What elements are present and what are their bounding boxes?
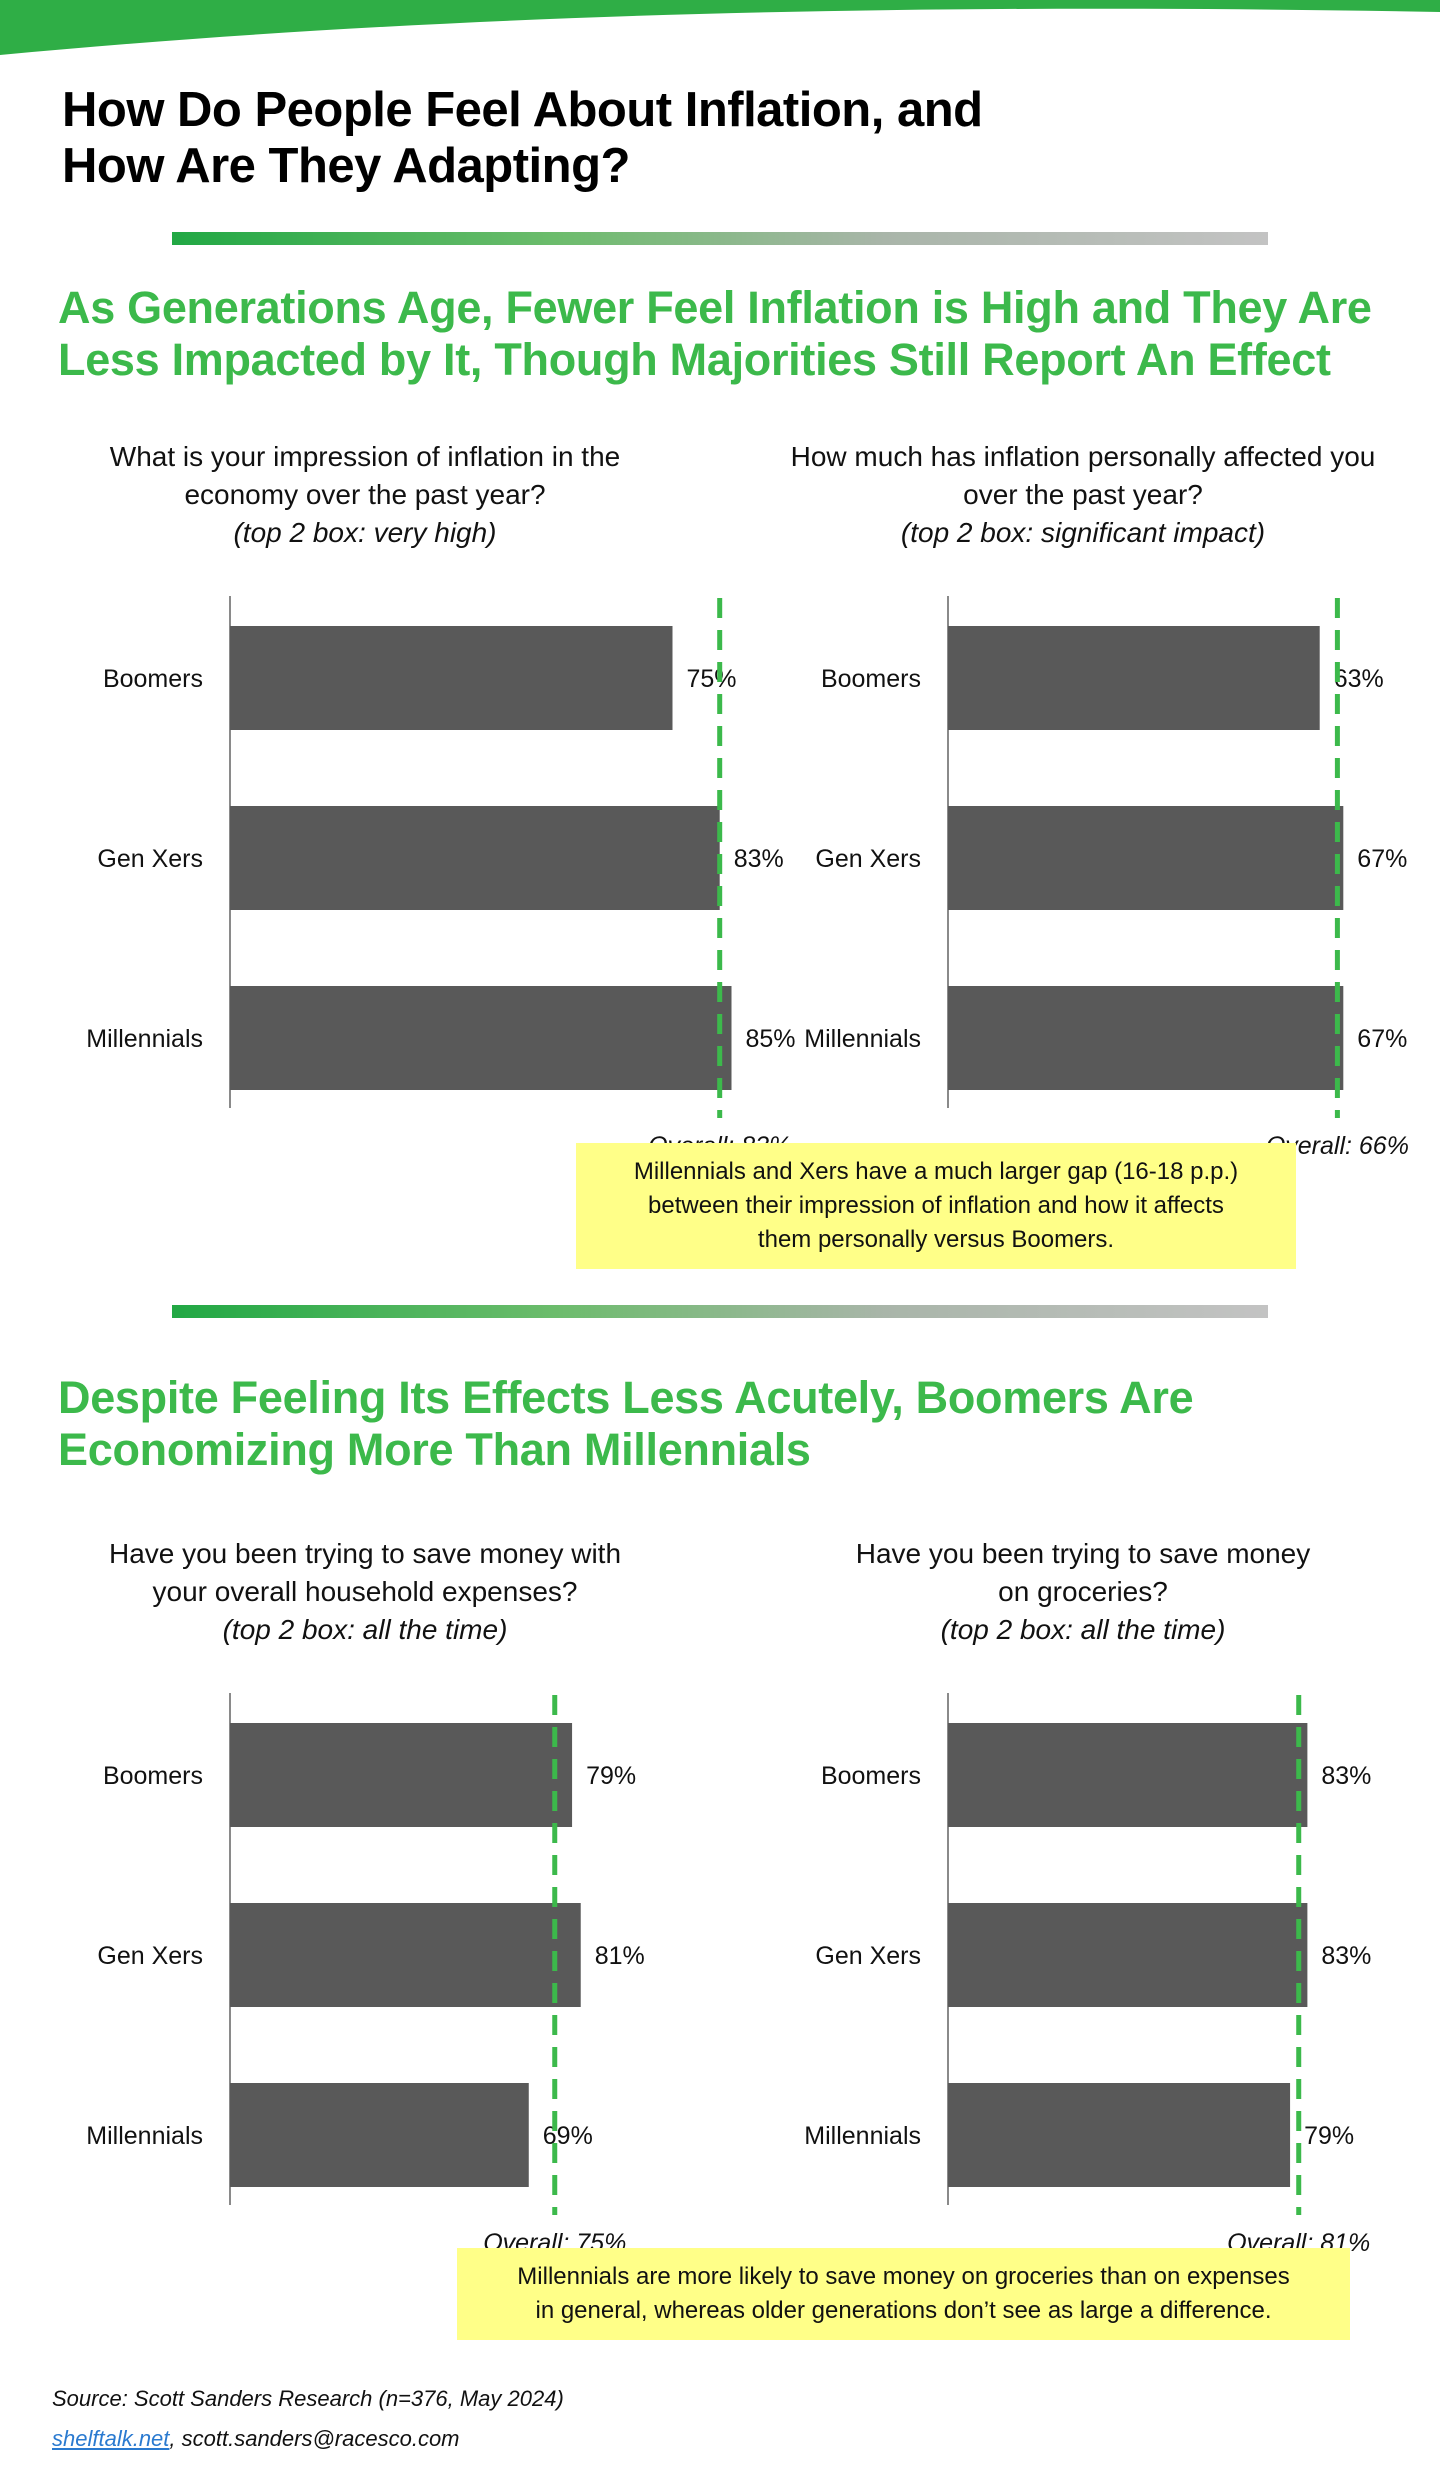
page-title-line-1: How Do People Feel About Inflation, and [62,83,983,137]
page-title-line-2: How Are They Adapting? [62,139,630,193]
callout-line-2: in general, whereas older generations do… [535,2297,1272,2324]
bar-gen-xers [948,806,1344,910]
bar-boomers [230,1723,573,1827]
section-2-title-line-1: Despite Feeling Its Effects Less Acutely… [58,1372,1194,1423]
category-label: Gen Xers [815,845,921,873]
contact-email: , scott.sanders@racesco.com [169,2426,460,2451]
value-label: 83% [734,845,784,873]
bar-millennials [230,986,732,1090]
value-label: 75% [687,665,737,693]
section-2-title-line-2: Economizing More Than Millennials [58,1424,811,1475]
value-label: 79% [586,1762,636,1790]
question-subtitle: (top 2 box: all the time) [940,1614,1226,1645]
value-label: 67% [1357,845,1407,873]
callout-line-3: them personally versus Boomers. [757,1226,1115,1253]
category-label: Millennials [804,1025,921,1053]
category-label: Boomers [821,665,921,693]
question-line-1: What is your impression of inflation in … [109,441,621,472]
chart-question: How much has inflation personally affect… [733,438,1433,552]
question-subtitle: (top 2 box: all the time) [222,1614,508,1645]
bar-millennials [230,2083,529,2187]
section-1-callout: Millennials and Xers have a much larger … [576,1143,1296,1269]
bar-gen-xers [948,1903,1308,2007]
section-1-title-line-1: As Generations Age, Fewer Feel Inflation… [58,282,1372,333]
chart-inflation-personal-impact: Boomers 63% Gen Xers 67% Millennials 67% Overa… [733,438,1433,1160]
value-label: 85% [746,1025,796,1053]
value-label: 67% [1357,1025,1407,1053]
bar-boomers [948,626,1320,730]
value-label: 83% [1321,1762,1371,1790]
bar-gen-xers [230,806,720,910]
chart-question: What is your impression of inflation in … [15,438,715,552]
page-title: How Do People Feel About Inflation, and … [62,82,1162,194]
section-divider-1 [172,232,1268,245]
bar-millennials [948,986,1344,1090]
section-1-title-line-2: Less Impacted by It, Though Majorities S… [58,334,1331,385]
value-label: 69% [543,2122,593,2150]
question-line-1: How much has inflation personally affect… [790,441,1376,472]
category-label: Gen Xers [97,845,203,873]
section-2-title: Despite Feeling Its Effects Less Acutely… [58,1372,1398,1476]
callout-line-2: between their impression of inflation an… [648,1192,1224,1219]
category-label: Millennials [86,2122,203,2150]
category-label: Millennials [804,2122,921,2150]
value-label: 79% [1304,2122,1354,2150]
source-note: Source: Scott Sanders Research (n=376, M… [52,2386,564,2411]
question-line-2: over the past year? [963,479,1203,510]
bar-millennials [948,2083,1291,2187]
bar-boomers [948,1723,1308,1827]
category-label: Gen Xers [815,1942,921,1970]
category-label: Boomers [103,1762,203,1790]
value-label: 83% [1321,1942,1371,1970]
question-line-2: on groceries? [998,1576,1168,1607]
shelftalk-link[interactable]: shelftalk.net [52,2426,170,2451]
category-label: Millennials [86,1025,203,1053]
chart-save-household-expenses: Boomers 79% Gen Xers 81% Millennials 69% Overa… [15,1535,715,2257]
value-label: 81% [595,1942,645,1970]
question-subtitle: (top 2 box: very high) [233,517,497,548]
chart-question: Have you been trying to save money with … [15,1535,715,1649]
section-divider-2 [172,1305,1268,1318]
chart-plot: Boomers 63%Gen Xers 67%Millennials 67%Overa… [804,596,1409,1160]
contact-line: shelftalk.net, scott.sanders@racesco.com [52,2426,460,2452]
question-subtitle: (top 2 box: significant impact) [900,517,1266,548]
section-2-callout: Millennials are more likely to save mone… [457,2248,1350,2340]
question-line-1: Have you been trying to save money [855,1538,1311,1569]
callout-line-1: Millennials are more likely to save mone… [517,2263,1290,2290]
question-line-2: economy over the past year? [184,479,546,510]
bar-boomers [230,626,673,730]
value-label: 63% [1334,665,1384,693]
category-label: Boomers [103,665,203,693]
chart-save-groceries: Boomers 83% Gen Xers 83% Millennials 79% Overa… [733,1535,1433,2257]
question-line-1: Have you been trying to save money with [108,1538,622,1569]
category-label: Gen Xers [97,1942,203,1970]
category-label: Boomers [821,1762,921,1790]
top-green-swoosh [0,0,1440,55]
chart-question: Have you been trying to save money on gr… [733,1535,1433,1649]
question-line-2: your overall household expenses? [152,1576,578,1607]
callout-line-1: Millennials and Xers have a much larger … [633,1158,1239,1185]
chart-plot: Boomers 83%Gen Xers 83%Millennials 79%Overa… [804,1693,1371,2257]
section-1-title: As Generations Age, Fewer Feel Inflation… [58,282,1398,386]
bar-gen-xers [230,1903,581,2007]
